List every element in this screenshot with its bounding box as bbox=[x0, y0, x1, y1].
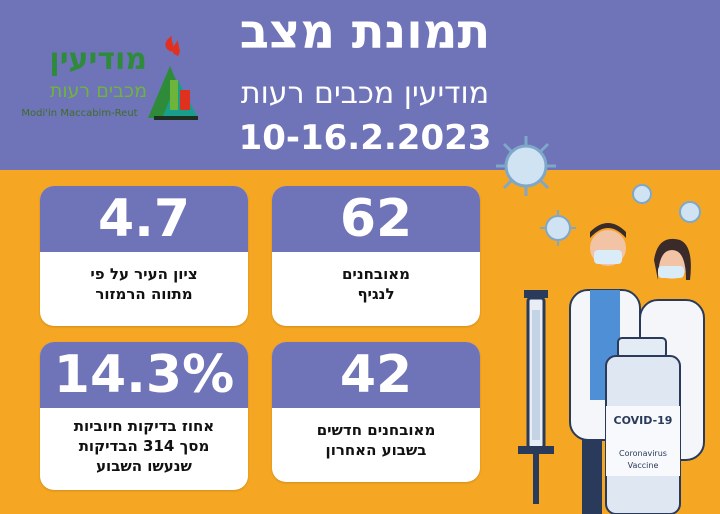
stat-label-line: לנגיף bbox=[357, 285, 395, 303]
stat-value: 14.3% bbox=[40, 342, 248, 408]
date-range: 10-16.2.2023 bbox=[238, 118, 492, 158]
page-subtitle: מודיעין מכבים רעות bbox=[240, 76, 490, 111]
page-title: תמונת מצב bbox=[239, 4, 491, 60]
stat-label-line: אחוז בדיקות חיוביות bbox=[73, 417, 215, 435]
stat-label: מאובחנים לנגיף bbox=[272, 252, 480, 304]
virus-icon bbox=[632, 184, 652, 204]
doctor-icon bbox=[569, 223, 641, 514]
virus-icon bbox=[540, 210, 576, 246]
logo-english-name: Modi'in Maccabim-Reut bbox=[21, 108, 138, 119]
stat-label-line: מאובחנים bbox=[341, 265, 411, 283]
city-logo-icon bbox=[148, 36, 198, 120]
stat-label-line: מאובחנים חדשים bbox=[316, 421, 436, 439]
vaccine-illustration: COVID-19 Coronavirus Vaccine bbox=[496, 136, 705, 514]
vaccine-vial-icon: COVID-19 Coronavirus Vaccine bbox=[605, 337, 681, 514]
stat-value: 62 bbox=[272, 186, 480, 252]
stat-label-line: מסך 314 הבדיקות bbox=[78, 437, 210, 455]
vial-sub-line: Coronavirus bbox=[619, 449, 667, 458]
syringe-icon bbox=[518, 290, 554, 504]
stat-value: 42 bbox=[272, 342, 480, 408]
virus-icon bbox=[679, 201, 701, 223]
stat-label: מאובחנים חדשים בשבוע האחרון bbox=[272, 408, 480, 460]
header-banner: מודיעין מכבים רעות Modi'in Maccabim-Reut… bbox=[0, 0, 720, 170]
stat-label-line: ציון העיר על פי bbox=[90, 265, 198, 283]
stat-card-new-diagnosed: 42 מאובחנים חדשים בשבוע האחרון bbox=[272, 342, 480, 482]
stat-label: ציון העיר על פי מתווה הרמזור bbox=[40, 252, 248, 304]
logo-hebrew-name: מודיעין bbox=[49, 42, 147, 77]
stat-label-line: בשבוע האחרון bbox=[325, 441, 427, 459]
stat-card-traffic-light-score: 4.7 ציון העיר על פי מתווה הרמזור bbox=[40, 186, 248, 326]
stat-value: 4.7 bbox=[40, 186, 248, 252]
stat-label: אחוז בדיקות חיוביות מסך 314 הבדיקות שנעש… bbox=[40, 408, 248, 476]
vial-sub-line: Vaccine bbox=[628, 461, 659, 470]
stat-card-positive-rate: 14.3% אחוז בדיקות חיוביות מסך 314 הבדיקו… bbox=[40, 342, 248, 490]
city-logo: מודיעין מכבים רעות Modi'in Maccabim-Reut bbox=[12, 36, 202, 126]
virus-icon bbox=[496, 136, 556, 196]
stat-label-line: שנעשו השבוע bbox=[96, 457, 192, 475]
logo-hebrew-subname: מכבים רעות bbox=[49, 80, 147, 102]
vial-label: COVID-19 bbox=[614, 414, 673, 427]
stat-label-line: מתווה הרמזור bbox=[95, 285, 193, 303]
stat-card-diagnosed: 62 מאובחנים לנגיף bbox=[272, 186, 480, 326]
